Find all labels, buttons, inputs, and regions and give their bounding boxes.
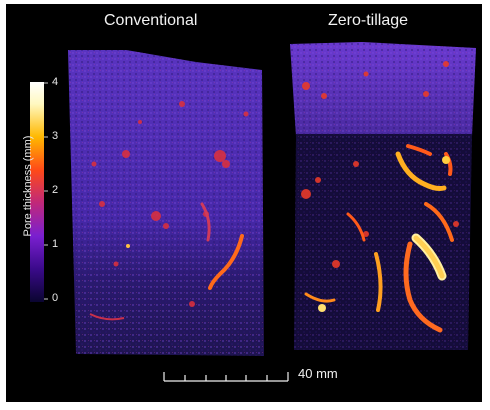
conventional-core [68,50,264,356]
colorbar-tick-label: 0 [52,292,59,304]
zero-tillage-core [290,42,476,350]
soil-scene [30,42,476,382]
colorbar-tick-label: 3 [52,130,59,142]
colorbar-tick-label: 4 [52,76,59,88]
colorbar-tick-label: 2 [52,184,59,196]
image-panel: Conventional Zero-tillage Pore thickness… [6,4,482,402]
panel-title-zero-tillage: Zero-tillage [328,12,409,29]
colorbar [30,82,44,302]
panel-title-conventional: Conventional [104,12,198,29]
colorbar-ticks [44,82,48,300]
scale-bar [163,372,289,382]
colorbar-tick-label: 1 [52,238,59,250]
colorbar-title: Pore thickness (mm) [22,135,34,237]
scale-bar-label: 40 mm [298,366,338,381]
